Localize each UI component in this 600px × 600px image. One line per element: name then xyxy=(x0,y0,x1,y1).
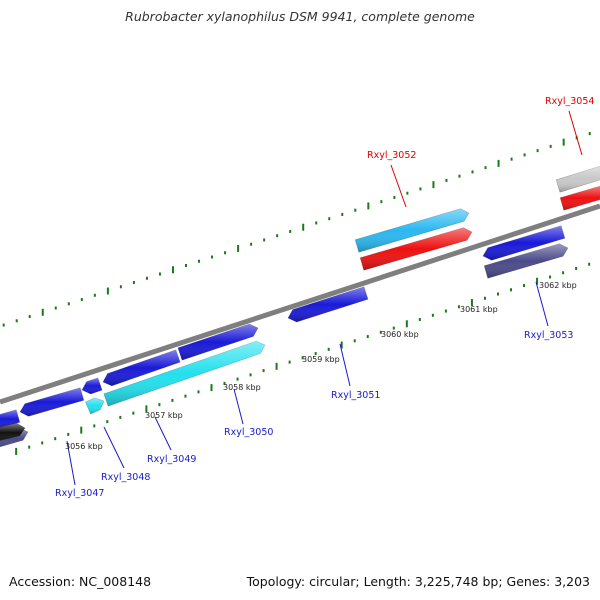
gene-arrow[interactable] xyxy=(355,208,469,253)
gene-track[interactable] xyxy=(0,165,600,449)
kbp-label: 3060 kbp xyxy=(381,330,419,339)
gene-arrow[interactable] xyxy=(103,341,265,407)
gene-arrow[interactable] xyxy=(560,186,600,211)
gene-arrow[interactable] xyxy=(82,377,103,394)
label-connector xyxy=(568,110,583,156)
gene-label-rxyl-3047[interactable]: Rxyl_3047 xyxy=(55,488,104,499)
gene-label-rxyl-3048[interactable]: Rxyl_3048 xyxy=(101,472,150,483)
label-connector xyxy=(154,416,172,451)
gene-arrow[interactable] xyxy=(556,166,600,193)
label-connectors xyxy=(66,110,583,486)
gene-arrow[interactable] xyxy=(103,349,181,386)
kbp-label: 3062 kbp xyxy=(539,281,577,290)
label-connector xyxy=(103,426,125,469)
kbp-label: 3061 kbp xyxy=(460,305,498,314)
gene-arrow[interactable] xyxy=(20,387,84,417)
gene-label-rxyl-3050[interactable]: Rxyl_3050 xyxy=(224,427,273,438)
label-connector xyxy=(390,164,407,208)
gene-arrow[interactable] xyxy=(288,286,368,323)
outer-tick-track xyxy=(2,132,591,327)
gene-arrow[interactable] xyxy=(0,423,25,442)
kbp-label: 3057 kbp xyxy=(145,411,183,420)
genome-summary-text: Topology: circular; Length: 3,225,748 bp… xyxy=(246,574,590,589)
label-connector xyxy=(535,281,549,327)
label-connector xyxy=(233,388,244,425)
label-connector xyxy=(66,440,76,486)
gene-label-rxyl-3052[interactable]: Rxyl_3052 xyxy=(367,150,416,161)
kbp-label: 3058 kbp xyxy=(223,383,261,392)
gene-label-rxyl-3051[interactable]: Rxyl_3051 xyxy=(331,390,380,401)
gene-arrow[interactable] xyxy=(85,397,104,414)
inner-tick-track xyxy=(15,262,591,455)
accession-text: Accession: NC_008148 xyxy=(9,574,152,589)
gene-arrow[interactable] xyxy=(484,243,568,279)
map-title: Rubrobacter xylanophilus DSM 9941, compl… xyxy=(125,9,475,24)
gene-label-rxyl-3049[interactable]: Rxyl_3049 xyxy=(147,454,196,465)
kbp-label: 3059 kbp xyxy=(302,355,340,364)
genome-backbone xyxy=(0,203,600,405)
gene-arrow[interactable] xyxy=(360,227,472,271)
gene-arrow[interactable] xyxy=(0,409,20,429)
gene-label-rxyl-3054[interactable]: Rxyl_3054 xyxy=(545,96,594,107)
label-connector xyxy=(339,343,351,387)
gene-label-rxyl-3053[interactable]: Rxyl_3053 xyxy=(524,330,573,341)
gene-arrow[interactable] xyxy=(177,324,258,361)
kbp-label: 3056 kbp xyxy=(65,442,103,451)
gene-arrow[interactable] xyxy=(483,225,565,261)
